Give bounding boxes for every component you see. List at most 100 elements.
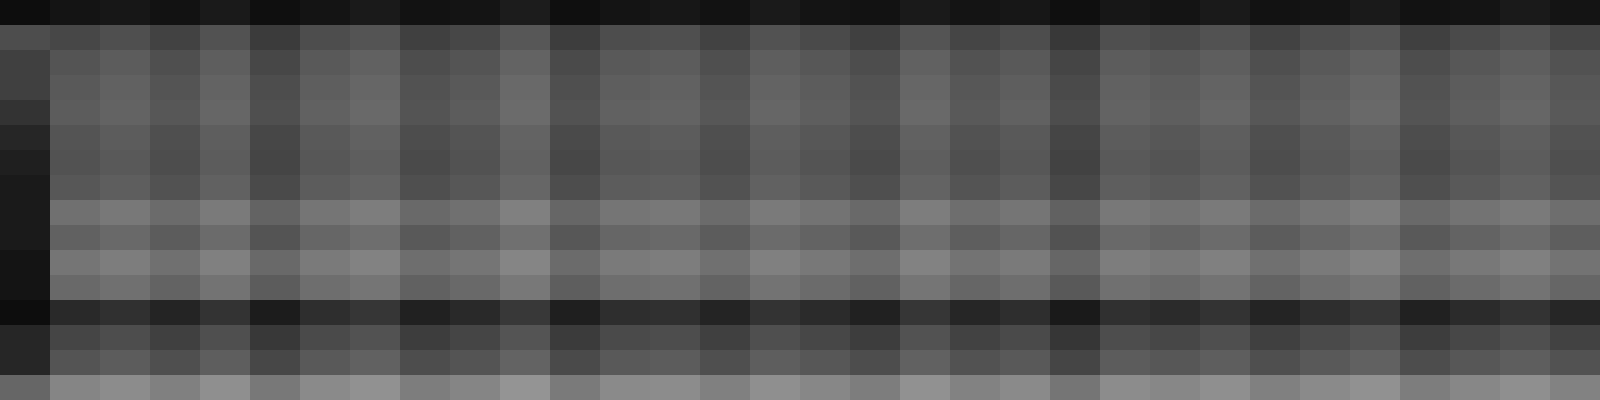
cell (1150, 200, 1201, 226)
cell (550, 150, 601, 176)
cell (1250, 225, 1301, 251)
cell (350, 300, 401, 326)
cell (900, 300, 951, 326)
cell (700, 275, 751, 301)
cell (550, 325, 601, 351)
cell (1250, 75, 1301, 101)
cell (150, 225, 201, 251)
cell (1150, 150, 1201, 176)
cell (1250, 100, 1301, 126)
cell (600, 250, 651, 276)
cell (1150, 225, 1201, 251)
cell (1550, 100, 1600, 126)
cell (350, 25, 401, 51)
cell (350, 250, 401, 276)
cell (1200, 50, 1251, 76)
cell (400, 125, 451, 151)
cell (1050, 50, 1101, 76)
cell (50, 325, 101, 351)
cell (350, 350, 401, 376)
cell (1550, 300, 1600, 326)
cell (1400, 300, 1451, 326)
cell (1150, 0, 1201, 26)
cell (0, 50, 51, 76)
cell (500, 25, 551, 51)
cell (950, 75, 1001, 101)
cell (500, 100, 551, 126)
cell (50, 0, 101, 26)
cell (1450, 300, 1501, 326)
cell (800, 375, 851, 400)
cell (850, 350, 901, 376)
cell (850, 250, 901, 276)
cell (500, 125, 551, 151)
cell (950, 100, 1001, 126)
cell (350, 150, 401, 176)
cell (1500, 125, 1551, 151)
cell (750, 300, 801, 326)
cell (1100, 275, 1151, 301)
cell (900, 175, 951, 201)
cell (1200, 250, 1251, 276)
cell (1150, 325, 1201, 351)
cell (500, 375, 551, 400)
cell (300, 350, 351, 376)
cell (400, 325, 451, 351)
cell (600, 350, 651, 376)
cell (800, 275, 851, 301)
cell (1200, 25, 1251, 51)
cell (1000, 125, 1051, 151)
cell (450, 200, 501, 226)
cell (1450, 200, 1501, 226)
cell (400, 25, 451, 51)
cell (850, 300, 901, 326)
cell (450, 225, 501, 251)
cell (600, 150, 651, 176)
cell (250, 200, 301, 226)
cell (100, 375, 151, 400)
cell (700, 250, 751, 276)
cell (150, 50, 201, 76)
cell (300, 125, 351, 151)
cell (1250, 25, 1301, 51)
cell (150, 325, 201, 351)
cell (450, 25, 501, 51)
cell (50, 200, 101, 226)
cell (1500, 275, 1551, 301)
cell (150, 0, 201, 26)
cell (1500, 175, 1551, 201)
cell (1200, 325, 1251, 351)
cell (650, 175, 701, 201)
cell (1300, 200, 1351, 226)
cell (900, 225, 951, 251)
cell (550, 100, 601, 126)
cell (1500, 325, 1551, 351)
cell (400, 100, 451, 126)
cell (350, 175, 401, 201)
cell (250, 350, 301, 376)
cell (100, 325, 151, 351)
cell (1300, 350, 1351, 376)
cell (250, 100, 301, 126)
cell (1400, 375, 1451, 400)
cell (1500, 50, 1551, 76)
cell (800, 125, 851, 151)
cell (0, 225, 51, 251)
cell (250, 225, 301, 251)
cell (1200, 225, 1251, 251)
cell (1000, 50, 1051, 76)
cell (700, 375, 751, 400)
cell (700, 25, 751, 51)
cell (900, 150, 951, 176)
cell (1400, 175, 1451, 201)
cell (1400, 225, 1451, 251)
cell (1150, 100, 1201, 126)
cell (850, 275, 901, 301)
cell (1550, 350, 1600, 376)
cell (300, 75, 351, 101)
cell (950, 225, 1001, 251)
cell (850, 0, 901, 26)
cell (100, 175, 151, 201)
cell (1100, 200, 1151, 226)
cell (1150, 50, 1201, 76)
